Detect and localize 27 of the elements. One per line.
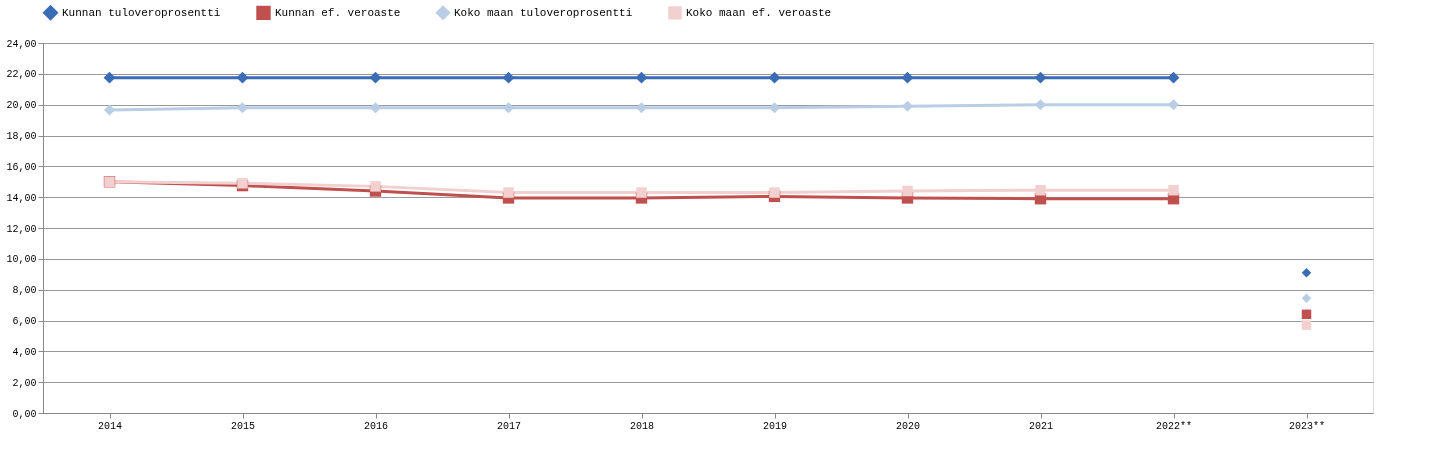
x-tick-label: 2017	[496, 420, 522, 432]
legend-label: Koko maan tuloveroprosentti	[454, 6, 633, 19]
y-tick-label: 2,00	[12, 377, 37, 389]
x-tick-label: 2019	[762, 420, 788, 432]
x-tick-label: 2022**	[1155, 420, 1193, 432]
x-tick-label: 2016	[363, 420, 389, 432]
y-tick-label: 6,00	[12, 316, 37, 327]
x-tick-label: 2014	[97, 420, 123, 432]
y-tick-label: 4,00	[12, 346, 37, 358]
y-tick-label: 24,00	[6, 38, 37, 50]
x-tick-label: 2015	[230, 420, 256, 432]
legend-label: Kunnan tuloveroprosentti	[62, 6, 221, 19]
y-tick-label: 12,00	[6, 223, 37, 235]
y-tick-label: 14,00	[6, 192, 37, 204]
x-tick-label: 2023**	[1288, 420, 1326, 432]
y-tick-label: 8,00	[12, 285, 37, 297]
y-tick-label: 10,00	[6, 254, 37, 266]
legend-label: Kunnan ef. veroaste	[275, 6, 401, 19]
x-tick-label: 2020	[895, 420, 921, 432]
legend-label: Koko maan ef. veroaste	[686, 6, 832, 19]
y-tick-label: 18,00	[6, 131, 37, 142]
x-tick-label: 2021	[1028, 420, 1054, 432]
x-tick-label: 2018	[629, 420, 655, 432]
y-tick-label: 20,00	[6, 100, 37, 112]
y-tick-label: 22,00	[6, 69, 37, 81]
y-tick-label: 16,00	[6, 161, 37, 173]
y-tick-label: 0,00	[12, 408, 37, 420]
